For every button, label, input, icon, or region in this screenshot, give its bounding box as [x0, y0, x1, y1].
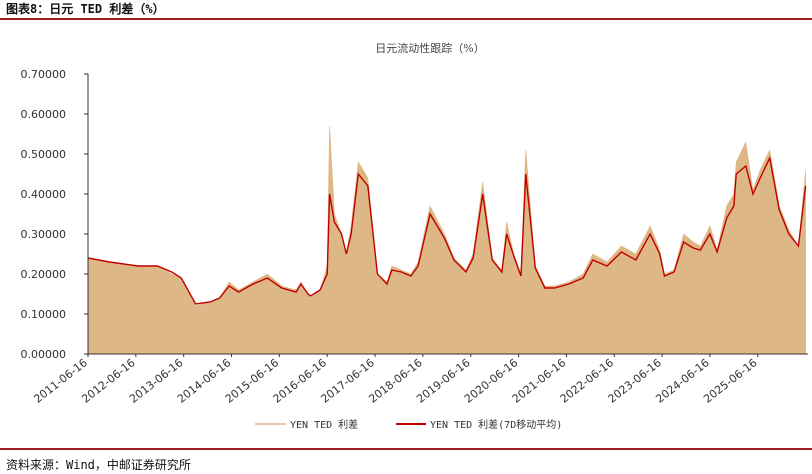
- y-tick-label: 0.00000: [21, 348, 67, 361]
- legend-label-yen-ted: YEN TED 利差: [290, 418, 358, 431]
- y-tick-label: 0.40000: [21, 188, 67, 201]
- y-tick-label: 0.70000: [21, 68, 67, 81]
- legend: YEN TED 利差 YEN TED 利差(7D移动平均): [255, 418, 562, 431]
- y-tick-label: 0.50000: [21, 148, 67, 161]
- series-area-yen-ted: [87, 125, 806, 355]
- top-rule: [0, 18, 812, 20]
- chart-title: 日元流动性跟踪（%）: [375, 41, 484, 55]
- y-axis-labels: 0.00000 0.10000 0.20000 0.30000 0.40000 0.500…: [21, 68, 67, 361]
- y-tick-label: 0.60000: [21, 108, 67, 121]
- source-note: 资料来源：Wind，中邮证券研究所: [6, 458, 191, 472]
- figure-title: 图表8：日元 TED 利差（%）: [6, 2, 165, 16]
- plot-area: [84, 73, 808, 357]
- x-tick-label: 2025-06-16: [701, 356, 759, 406]
- y-tick-label: 0.30000: [21, 228, 67, 241]
- series-line-yen-ted-7d: [87, 155, 807, 305]
- yen-ted-chart: 日元流动性跟踪（%） 0.000000.100000.200000.300000…: [21, 41, 808, 431]
- x-axis-labels: 2011-06-162012-06-162013-06-162014-06-16…: [31, 356, 759, 406]
- legend-label-yen-ted-7d: YEN TED 利差(7D移动平均): [430, 418, 562, 431]
- bottom-rule: [0, 448, 812, 450]
- y-tick-label: 0.10000: [21, 308, 67, 321]
- y-tick-label: 0.20000: [21, 268, 67, 281]
